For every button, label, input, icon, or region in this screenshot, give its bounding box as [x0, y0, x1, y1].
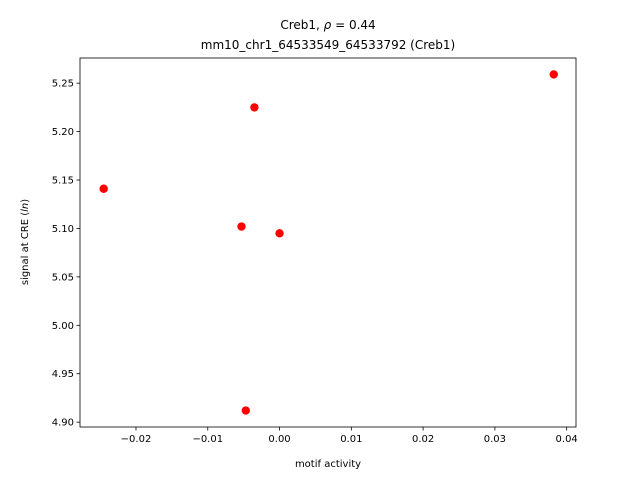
data-point	[237, 222, 246, 231]
data-point	[250, 103, 259, 112]
x-tick-label: 0.03	[484, 434, 506, 445]
data-point	[275, 229, 284, 238]
x-tick-label: 0.01	[340, 434, 362, 445]
y-tick-label: 5.25	[52, 79, 74, 90]
x-axis-label: motif activity	[295, 459, 361, 470]
x-tick-label: 0.04	[556, 434, 578, 445]
y-tick-label: 4.90	[52, 418, 74, 429]
data-point	[241, 406, 251, 415]
y-tick-label: 5.10	[52, 224, 74, 235]
plot-frame	[79, 57, 577, 428]
y-tick-label: 5.15	[52, 176, 74, 187]
chart-title-line2: mm10_chr1_64533549_64533792 (Creb1)	[201, 38, 455, 52]
y-tick-label: 5.20	[52, 127, 74, 138]
data-point	[99, 184, 108, 193]
y-tick-label: 5.00	[52, 321, 74, 332]
x-tick-label: −0.02	[121, 434, 152, 445]
y-axis-label: signal at CRE (ln)	[20, 199, 31, 285]
y-tick-label: 4.95	[52, 369, 74, 380]
data-point	[549, 70, 558, 79]
x-tick-label: 0.00	[268, 434, 290, 445]
chart-title-line1: Creb1, ρ = 0.44	[280, 18, 375, 32]
y-tick-label: 5.05	[52, 272, 74, 283]
x-tick-label: 0.02	[412, 434, 434, 445]
x-tick-label: −0.01	[192, 434, 223, 445]
